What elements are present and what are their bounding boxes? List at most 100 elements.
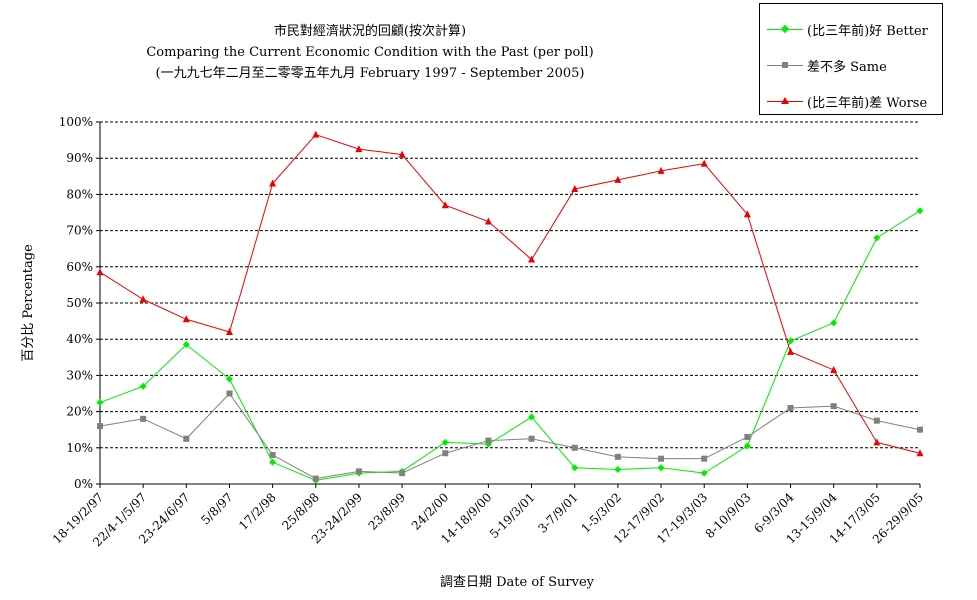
legend-label-worse: (比三年前)差 Worse	[807, 95, 928, 111]
y-tick-label: 20%	[66, 405, 93, 419]
legend-marker-worse	[767, 95, 803, 107]
legend-label-better: (比三年前)好 Better	[807, 23, 928, 39]
point-same	[140, 415, 147, 422]
point-worse	[657, 166, 665, 174]
point-better	[916, 207, 924, 215]
point-better	[873, 234, 881, 242]
point-better	[743, 442, 751, 450]
y-tick-label: 70%	[66, 224, 93, 238]
point-worse	[830, 365, 838, 373]
point-same	[442, 450, 449, 457]
point-worse	[700, 159, 708, 167]
point-same	[830, 403, 837, 410]
point-worse	[269, 179, 277, 187]
point-same	[485, 437, 492, 444]
series-line-worse	[99, 134, 921, 454]
chart-title-line1: 市民對經濟狀況的回顧(按次計算)	[273, 24, 467, 39]
point-worse	[312, 130, 320, 138]
x-tick-label: 8-10/9/03	[703, 490, 754, 541]
x-tick-label: 17/2/98	[236, 490, 279, 533]
y-tick-labels: 0% 10% 20% 30% 40% 50% 60% 70% 80% 90% 100%	[59, 115, 93, 491]
legend-item-same: 差不多 Same	[760, 54, 944, 76]
x-axis-label: 調查日期 Date of Survey	[440, 575, 595, 590]
axes	[96, 121, 921, 488]
point-worse	[441, 201, 449, 209]
x-tick-label: 5/8/97	[198, 490, 235, 527]
x-tick-label: 23/8/99	[366, 490, 409, 533]
y-tick-label: 90%	[66, 151, 93, 165]
point-same	[701, 455, 708, 462]
x-tick-label: 5-19/3/01	[487, 490, 538, 541]
series-line-better	[99, 210, 921, 481]
point-better	[700, 469, 708, 477]
point-better	[96, 399, 104, 407]
point-worse	[182, 315, 190, 323]
y-tick-label: 80%	[66, 187, 93, 201]
point-same	[97, 423, 103, 430]
legend: (比三年前)好 Better 差不多 Same (比三年前)差 Worse	[759, 3, 943, 115]
point-worse	[225, 327, 233, 335]
y-tick-label: 60%	[66, 260, 93, 274]
y-tick-label: 50%	[66, 296, 93, 310]
point-same	[183, 435, 190, 442]
point-same	[399, 470, 406, 477]
y-axis-label: 百分比 Percentage	[21, 244, 36, 362]
chart-title-line2: Comparing the Current Economic Condition…	[146, 45, 594, 60]
point-same	[744, 433, 751, 440]
series-line-same	[99, 392, 921, 480]
point-better	[269, 458, 277, 466]
point-worse	[916, 449, 924, 457]
point-better	[614, 466, 622, 474]
point-better	[571, 464, 579, 472]
point-same	[528, 435, 535, 442]
y-tick-label: 10%	[66, 441, 93, 455]
point-same	[355, 468, 362, 475]
point-same	[873, 417, 880, 424]
point-same	[614, 453, 621, 460]
point-same	[226, 390, 233, 397]
point-better	[225, 375, 233, 383]
point-better	[139, 382, 147, 390]
point-better	[657, 464, 665, 472]
x-tick-label: 3-7/9/01	[535, 490, 580, 535]
point-worse	[355, 145, 363, 153]
y-tick-label: 100%	[59, 115, 93, 129]
chart-title-line3: (一九九七年二月至二零零五年九月 February 1997 - Septemb…	[155, 66, 585, 81]
series-lines	[96, 130, 924, 484]
x-tick-label: 1-5/3/02	[579, 490, 624, 535]
point-same	[658, 455, 665, 462]
y-tick-label: 30%	[66, 368, 93, 382]
x-tick-label: 24/2/00	[409, 490, 452, 533]
point-worse	[571, 184, 579, 192]
chart-title: 市民對經濟狀況的回顧(按次計算) Comparing the Current E…	[60, 21, 680, 84]
legend-marker-same	[767, 59, 803, 71]
point-worse	[743, 210, 751, 218]
x-tick-label: 25/8/98	[279, 490, 322, 533]
point-worse	[528, 255, 536, 263]
point-same	[787, 404, 794, 411]
legend-marker-better	[767, 23, 803, 35]
y-tick-label: 40%	[66, 332, 93, 346]
point-worse	[787, 347, 795, 355]
point-better	[787, 337, 795, 345]
y-tick-label: 0%	[74, 477, 93, 491]
legend-label-same: 差不多 Same	[807, 59, 887, 75]
point-same	[571, 444, 578, 451]
point-worse	[96, 268, 104, 276]
point-better	[441, 438, 449, 446]
point-better	[182, 341, 190, 349]
point-same	[269, 452, 276, 459]
point-worse	[484, 217, 492, 225]
legend-item-worse: (比三年前)差 Worse	[760, 90, 944, 112]
point-same	[917, 426, 923, 433]
point-same	[312, 475, 319, 482]
point-worse	[398, 150, 406, 158]
point-better	[830, 319, 838, 327]
point-worse	[139, 295, 147, 303]
point-worse	[614, 175, 622, 183]
point-better	[528, 413, 536, 421]
legend-item-better: (比三年前)好 Better	[760, 18, 944, 40]
gridlines	[100, 121, 920, 449]
